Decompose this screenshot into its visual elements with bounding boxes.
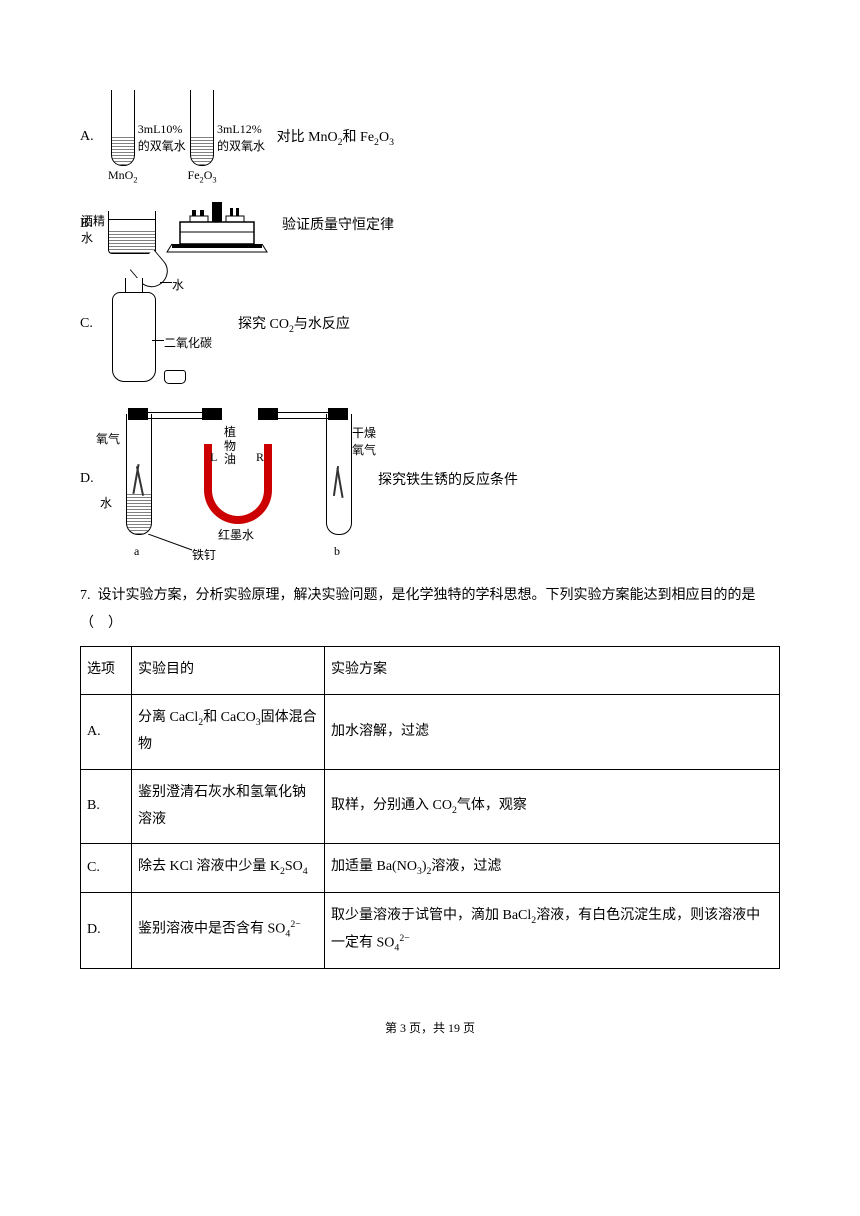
- cell-purpose: 分离 CaCl2和 CaCO3固体混合物: [132, 694, 325, 769]
- label-L: L: [210, 450, 217, 465]
- option-a: A. 3mL10% 的双氧水 MnO2: [80, 90, 780, 184]
- option-a-desc: 对比 MnO2和 Fe2O3: [277, 126, 394, 148]
- table-row: A. 分离 CaCl2和 CaCO3固体混合物 加水溶解，过滤: [81, 694, 780, 769]
- option-b: B. 酒精 水: [80, 194, 780, 254]
- option-d-diagram: 氧气 植物油 干燥氧气 水 L R 红墨水 铁钉 a b 探究铁生锈的反应条件: [108, 394, 518, 564]
- option-d: D. 氧气 植物油 干燥氧气 水 L R: [80, 394, 780, 564]
- tube-a-left-powder: MnO2: [108, 168, 138, 184]
- balance-icon: [162, 194, 272, 254]
- option-d-letter: D.: [80, 471, 108, 487]
- label-a: a: [134, 544, 139, 559]
- label-R: R: [256, 450, 264, 465]
- option-c: C. 水 二氧化碳 探究 CO2与水反应: [80, 264, 780, 384]
- option-a-diagram: 3mL10% 的双氧水 MnO2 3mL12% 的双氧水 Fe2O3: [108, 90, 394, 184]
- th-purpose: 实验目的: [132, 647, 325, 695]
- page: A. 3mL10% 的双氧水 MnO2: [0, 0, 860, 1076]
- cell-plan: 加水溶解，过滤: [325, 694, 780, 769]
- cell-plan: 取少量溶液于试管中，滴加 BaCl2溶液，有白色沉淀生成，则该溶液中一定有 SO…: [325, 892, 780, 968]
- beaker-label-top: 酒精: [81, 213, 105, 230]
- tube-a-right-powder: Fe2O3: [188, 168, 217, 184]
- table-header-row: 选项 实验目的 实验方案: [81, 647, 780, 695]
- tube-a-right: 3mL12% 的双氧水 Fe2O3: [188, 90, 217, 184]
- option-a-letter: A.: [80, 129, 108, 145]
- cell-plan: 取样，分别通入 CO2气体，观察: [325, 769, 780, 843]
- cell-purpose: 除去 KCl 溶液中少量 K2SO4: [132, 844, 325, 892]
- th-plan: 实验方案: [325, 647, 780, 695]
- th-option: 选项: [81, 647, 132, 695]
- label-dry-oxygen: 干燥氧气: [352, 424, 376, 458]
- tube-a-left-label1: 3mL10%: [138, 122, 186, 137]
- page-footer: 第 3 页，共 19 页: [80, 1019, 780, 1036]
- question-7: 7. 设计实验方案，分析实验原理，解决实验问题，是化学独特的学科思想。下列实验方…: [80, 582, 780, 638]
- bottle-water-label: 水: [172, 276, 184, 293]
- experiment-table: 选项 实验目的 实验方案 A. 分离 CaCl2和 CaCO3固体混合物 加水溶…: [80, 646, 780, 969]
- option-d-desc: 探究铁生锈的反应条件: [378, 469, 518, 489]
- tube-a-left-label2: 的双氧水: [138, 137, 186, 154]
- cell-purpose: 鉴别溶液中是否含有 SO42−: [132, 892, 325, 968]
- cell-opt: A.: [81, 694, 132, 769]
- option-b-desc: 验证质量守恒定律: [282, 214, 394, 234]
- option-c-diagram: 水 二氧化碳 探究 CO2与水反应: [108, 264, 350, 384]
- cell-plan: 加适量 Ba(NO3)2溶液，过滤: [325, 844, 780, 892]
- table-row: C. 除去 KCl 溶液中少量 K2SO4 加适量 Ba(NO3)2溶液，过滤: [81, 844, 780, 892]
- q7-number: 7.: [80, 588, 91, 603]
- tube-a-right-label1: 3mL12%: [217, 122, 265, 137]
- label-oxygen: 氧气: [96, 430, 120, 447]
- cell-opt: B.: [81, 769, 132, 843]
- cell-purpose: 鉴别澄清石灰水和氢氧化钠溶液: [132, 769, 325, 843]
- table-row: D. 鉴别溶液中是否含有 SO42− 取少量溶液于试管中，滴加 BaCl2溶液，…: [81, 892, 780, 968]
- option-c-letter: C.: [80, 316, 108, 332]
- q7-text: 设计实验方案，分析实验原理，解决实验问题，是化学独特的学科思想。下列实验方案能达…: [80, 588, 756, 631]
- bottle-icon: 水 二氧化碳: [108, 264, 158, 384]
- cell-opt: D.: [81, 892, 132, 968]
- option-b-diagram: 酒精 水: [108, 194, 394, 254]
- label-b: b: [334, 544, 340, 559]
- rust-apparatus-icon: 氧气 植物油 干燥氧气 水 L R 红墨水 铁钉 a b: [108, 394, 368, 564]
- beaker-label-bottom: 水: [81, 230, 105, 247]
- label-red-ink: 红墨水: [218, 526, 254, 543]
- tube-a-left: 3mL10% 的双氧水 MnO2: [108, 90, 138, 184]
- beaker-icon: 酒精 水: [108, 211, 156, 254]
- bottle-co2-label: 二氧化碳: [164, 334, 212, 351]
- label-plant-oil: 植物油: [224, 426, 236, 466]
- tube-a-right-label2: 的双氧水: [217, 137, 265, 154]
- leader-line-icon: [148, 534, 196, 552]
- option-c-desc: 探究 CO2与水反应: [238, 313, 350, 335]
- label-water: 水: [100, 494, 112, 511]
- table-row: B. 鉴别澄清石灰水和氢氧化钠溶液 取样，分别通入 CO2气体，观察: [81, 769, 780, 843]
- cell-opt: C.: [81, 844, 132, 892]
